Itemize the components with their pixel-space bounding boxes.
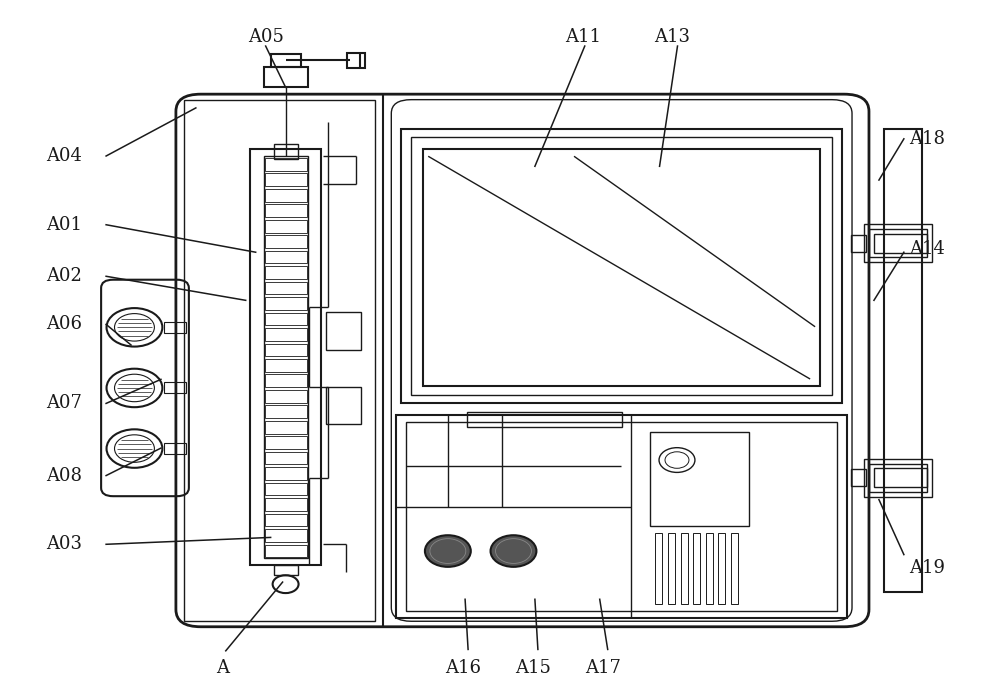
Bar — [706, 533, 713, 604]
Bar — [265, 189, 307, 201]
Bar — [406, 422, 837, 611]
Bar — [265, 220, 307, 233]
Bar — [423, 150, 820, 386]
Bar — [874, 234, 927, 253]
Bar — [731, 533, 738, 604]
Bar — [265, 359, 307, 372]
Text: A07: A07 — [46, 395, 82, 413]
Bar — [265, 436, 307, 449]
Bar — [164, 322, 186, 333]
Bar — [265, 266, 307, 279]
Bar — [874, 469, 927, 487]
Bar — [265, 297, 307, 310]
Text: A15: A15 — [515, 659, 551, 677]
Bar — [681, 533, 688, 604]
Text: A05: A05 — [248, 28, 284, 46]
Text: A: A — [216, 659, 229, 677]
Bar — [265, 235, 307, 248]
Bar — [264, 67, 308, 88]
Bar — [668, 533, 675, 604]
Bar — [851, 469, 866, 486]
Bar — [265, 158, 307, 170]
Bar — [265, 313, 307, 325]
Text: A16: A16 — [445, 659, 481, 677]
Bar — [869, 464, 927, 492]
Bar — [265, 390, 307, 403]
Bar — [851, 235, 866, 252]
Bar — [271, 55, 301, 67]
Bar — [884, 128, 922, 593]
Bar — [164, 382, 186, 393]
Bar — [274, 144, 298, 159]
Circle shape — [425, 535, 471, 567]
Bar — [411, 137, 832, 395]
Bar — [265, 328, 307, 341]
Bar — [396, 415, 847, 618]
Bar — [265, 421, 307, 433]
Bar — [265, 250, 307, 264]
Bar — [347, 53, 365, 68]
Text: A06: A06 — [46, 315, 82, 333]
Text: A11: A11 — [565, 28, 601, 46]
Bar — [265, 529, 307, 542]
Bar — [326, 386, 361, 424]
Bar — [869, 229, 927, 257]
Bar — [326, 312, 361, 350]
Bar — [265, 344, 307, 356]
Bar — [265, 513, 307, 526]
Bar — [265, 544, 307, 558]
Bar — [265, 375, 307, 387]
Text: A19: A19 — [909, 560, 945, 578]
Bar — [693, 533, 700, 604]
Bar — [164, 443, 186, 454]
Bar — [265, 467, 307, 480]
Bar — [265, 406, 307, 418]
Bar — [265, 204, 307, 217]
Bar — [265, 498, 307, 511]
Bar — [250, 149, 321, 565]
Bar — [265, 483, 307, 495]
Bar — [265, 173, 307, 186]
Bar — [401, 129, 842, 403]
Bar — [265, 282, 307, 295]
Text: A03: A03 — [46, 535, 82, 553]
Bar — [184, 99, 375, 621]
Text: A04: A04 — [46, 147, 82, 165]
Bar — [265, 452, 307, 464]
Bar — [467, 412, 622, 427]
Text: A14: A14 — [909, 240, 945, 258]
Text: A13: A13 — [655, 28, 691, 46]
Text: A01: A01 — [46, 216, 82, 234]
Bar — [864, 224, 932, 262]
Bar — [718, 533, 725, 604]
Text: A02: A02 — [46, 267, 82, 285]
Bar — [864, 459, 932, 497]
Text: A08: A08 — [46, 466, 82, 484]
Bar — [650, 432, 749, 526]
Circle shape — [491, 535, 536, 567]
Bar — [274, 565, 298, 575]
Bar — [655, 533, 662, 604]
Bar — [264, 156, 308, 558]
Text: A18: A18 — [909, 130, 945, 148]
Text: A17: A17 — [585, 659, 621, 677]
